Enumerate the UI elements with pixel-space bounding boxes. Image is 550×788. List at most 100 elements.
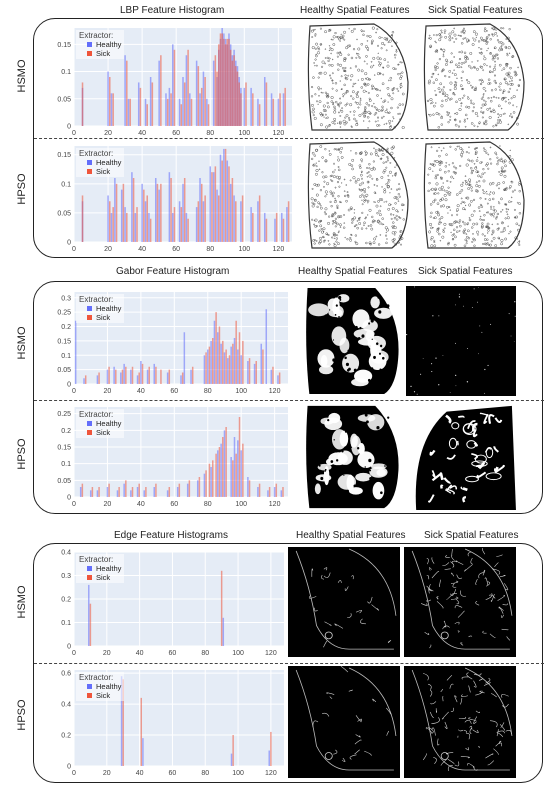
legend-title: Extractor: [79, 149, 114, 158]
bar-healthy [220, 443, 222, 497]
bar-sick [219, 33, 222, 126]
bar-healthy [268, 750, 270, 766]
bar-healthy [178, 98, 181, 126]
bar-sick [173, 207, 176, 242]
legend-item-healthy[interactable]: Healthy [79, 158, 121, 167]
bar-healthy [176, 487, 179, 497]
bar-healthy [257, 98, 259, 126]
bar-sick [155, 366, 157, 384]
bar-sick [284, 87, 286, 126]
gabor-sick-hsmo-image [406, 286, 516, 396]
bar-sick [131, 366, 134, 384]
bar-sick [225, 427, 227, 497]
spatial-feature-map [304, 286, 402, 396]
bar-healthy [144, 98, 147, 126]
bar-healthy [229, 183, 232, 242]
legend-item-sick[interactable]: Sick [79, 167, 121, 176]
bar-sick [160, 183, 162, 242]
bar-healthy [210, 340, 212, 384]
bar-sick [181, 372, 184, 384]
legend-swatch [87, 566, 92, 571]
bar-sick [272, 366, 274, 384]
bar-healthy [186, 483, 189, 497]
legend-label: Healthy [96, 564, 122, 573]
edge-healthy-hsmo-image [288, 547, 400, 657]
bar-healthy [233, 338, 236, 384]
bar-sick [81, 195, 84, 242]
legend-item-healthy[interactable]: Healthy [79, 419, 121, 428]
bar-sick [125, 366, 127, 384]
bar-sick [218, 326, 221, 384]
x-tick-label: 120 [269, 388, 281, 395]
legend-item-healthy[interactable]: Healthy [79, 682, 121, 691]
y-tick-label: 0 [67, 240, 71, 247]
bar-healthy [240, 201, 242, 242]
legend-item-sick[interactable]: Sick [79, 573, 121, 582]
bar-healthy [230, 457, 232, 497]
legend-swatch [87, 421, 92, 426]
x-tick-label: 0 [72, 388, 76, 395]
x-tick-label: 120 [273, 246, 285, 253]
bar-sick [231, 178, 234, 242]
bar-sick [265, 82, 268, 126]
x-tick-label: 60 [172, 246, 180, 253]
bar-healthy [280, 490, 283, 497]
y-tick-label: 0.05 [57, 367, 71, 374]
x-tick-label: 120 [269, 501, 281, 508]
x-tick-label: 20 [103, 650, 111, 657]
bar-sick [224, 44, 227, 126]
legend-item-healthy[interactable]: Healthy [79, 40, 121, 49]
bar-sick [235, 201, 237, 242]
legend-item-healthy[interactable]: Healthy [79, 564, 121, 573]
y-tick-label: 0.15 [57, 152, 71, 159]
legend-item-healthy[interactable]: Healthy [79, 304, 121, 313]
gabor-row-label-hsmo: HSMO [16, 326, 28, 360]
x-tick-label: 40 [137, 388, 145, 395]
bar-sick [238, 417, 241, 497]
legend-swatch [87, 160, 92, 165]
x-tick-label: 40 [136, 770, 144, 777]
bar-sick [205, 470, 207, 497]
bar-healthy [195, 207, 198, 242]
lbp-row-label-hsmo: HSMO [16, 59, 28, 93]
bar-healthy [222, 617, 225, 646]
bar-healthy [189, 93, 191, 126]
bar-healthy [220, 343, 222, 384]
bar-healthy [217, 450, 219, 497]
legend-item-sick[interactable]: Sick [79, 428, 121, 437]
bar-sick [220, 570, 223, 646]
bar-sick [229, 49, 232, 126]
legend-item-sick[interactable]: Sick [79, 313, 121, 322]
bar-healthy [106, 369, 109, 384]
bar-healthy [250, 87, 252, 126]
bar-healthy [144, 201, 147, 242]
bar-sick [200, 183, 203, 242]
y-tick-label: 0.25 [57, 411, 71, 418]
bar-sick [108, 201, 111, 242]
bar-sick [252, 212, 254, 242]
x-tick-label: 0 [72, 650, 76, 657]
legend-item-sick[interactable]: Sick [79, 691, 121, 700]
bar-healthy [123, 483, 125, 497]
bar-healthy [202, 71, 205, 126]
bar-sick [218, 447, 221, 497]
spatial-feature-map [406, 286, 516, 396]
legend-label: Sick [96, 428, 111, 437]
legend-title: Extractor: [79, 555, 114, 564]
x-tick-label: 20 [104, 130, 112, 137]
bar-healthy [140, 361, 142, 384]
bar-sick [126, 60, 128, 126]
bar-healthy [203, 473, 206, 497]
bar-healthy [89, 490, 92, 497]
bar-sick [197, 66, 200, 126]
bar-healthy [270, 369, 273, 384]
bar-sick [216, 71, 218, 126]
y-tick-label: 0 [67, 124, 71, 131]
edge-hsmo-chart: 0 0.1 0.2 0.3 0.4 0 20 40 60 80 100 120 Extractor: He… [52, 550, 288, 658]
bar-sick [258, 483, 261, 497]
bar-sick [212, 338, 214, 384]
bar-healthy [199, 93, 201, 126]
legend-item-sick[interactable]: Sick [79, 49, 121, 58]
bar-sick [138, 483, 140, 497]
bar-sick [84, 375, 87, 384]
